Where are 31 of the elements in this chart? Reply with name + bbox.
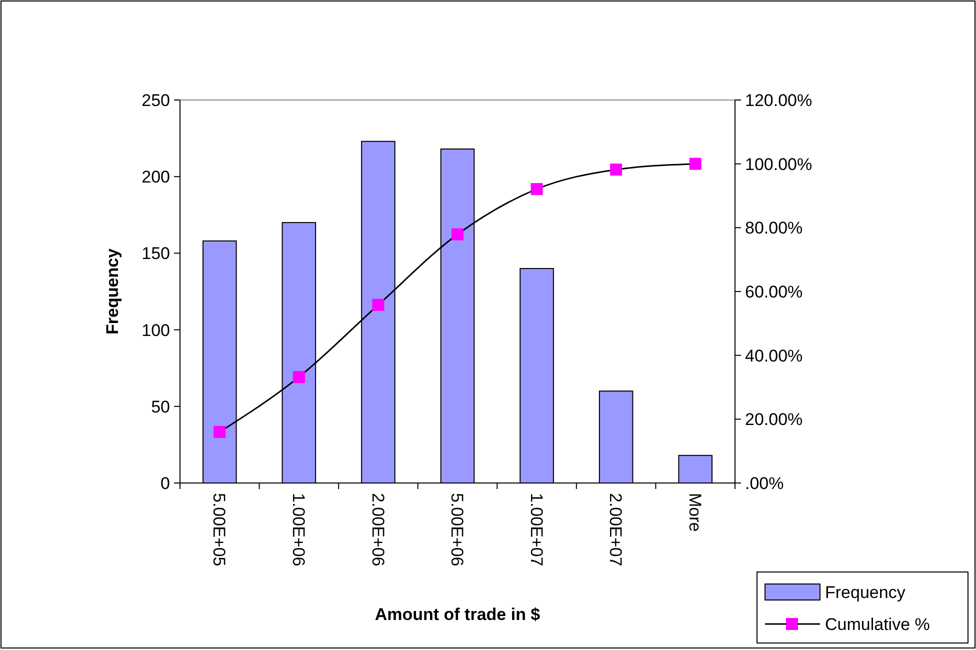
x-tick-label: 2.00E+06	[368, 493, 388, 566]
point	[214, 426, 226, 438]
y-tick-label: 200	[142, 168, 170, 187]
y-tick-label: 0	[160, 474, 170, 493]
legend-label: Cumulative %	[825, 614, 930, 634]
x-tick-label: More	[685, 493, 704, 532]
y2-tick-label: 60.00%	[745, 282, 803, 302]
y2-tick-label: 120.00%	[745, 90, 812, 110]
y2-tick-label: .00%	[745, 474, 784, 493]
point	[452, 228, 464, 240]
x-tick-label: 2.00E+07	[606, 493, 626, 566]
y2-tick-label: 40.00%	[745, 346, 803, 366]
y-axis-title: Frequency	[103, 248, 122, 334]
point	[530, 183, 543, 196]
y-tick-label: 100	[142, 320, 170, 340]
x-tick-label: 5.00E+05	[210, 493, 229, 566]
legend-label: Frequency	[825, 582, 906, 602]
point	[610, 164, 622, 176]
y2-tick-label: 80.00%	[745, 218, 803, 238]
x-tick-label: 1.00E+06	[288, 493, 308, 566]
x-axis-title: Amount of trade in $	[374, 605, 541, 624]
y-tick-label: 150	[142, 244, 170, 264]
x-tick-label: 5.00E+06	[448, 493, 467, 566]
y-tick-label: 250	[142, 90, 170, 110]
x-tick-label: 1.00E+07	[526, 493, 546, 566]
y2-tick-label: 100.00%	[745, 154, 812, 174]
point	[292, 371, 305, 384]
y-tick-label: 50	[151, 397, 170, 416]
point	[689, 158, 702, 170]
point	[372, 298, 384, 311]
y2-tick-label: 20.00%	[745, 410, 803, 430]
